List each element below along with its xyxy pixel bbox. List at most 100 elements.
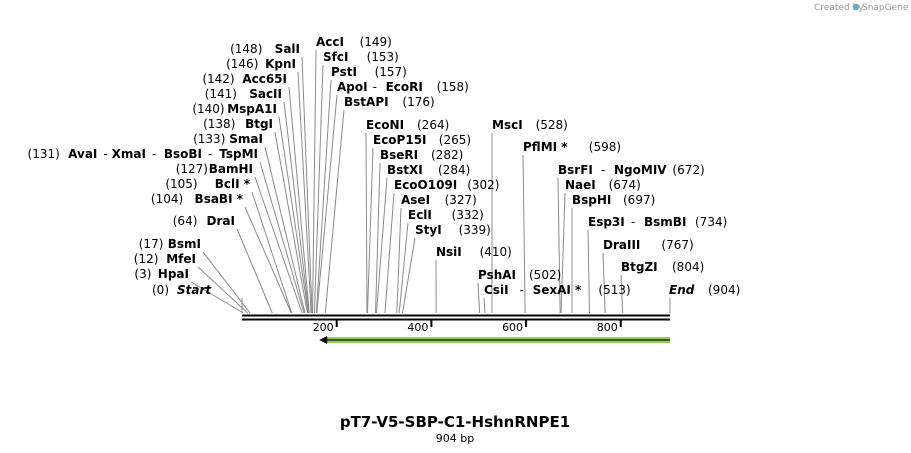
enzyme-name: BspHI bbox=[572, 193, 611, 207]
enzyme-name: BstAPI bbox=[344, 95, 389, 109]
cut-position: (176) bbox=[402, 95, 434, 109]
enzyme-name: BsmI bbox=[168, 237, 201, 251]
name-separator: - bbox=[631, 215, 635, 229]
cut-position: (265) bbox=[439, 133, 471, 147]
cut-position: (339) bbox=[459, 223, 491, 237]
site-acc65i[interactable]: Acc65I (142) bbox=[202, 72, 287, 86]
cut-position: (513) bbox=[598, 283, 630, 297]
site-naei[interactable]: NaeI (674) bbox=[565, 178, 641, 192]
cut-position: (734) bbox=[695, 215, 727, 229]
site-ecli[interactable]: EclI (332) bbox=[408, 208, 484, 222]
leader-line bbox=[312, 49, 317, 314]
leader-line bbox=[278, 116, 309, 314]
leader-line bbox=[560, 192, 566, 314]
enzyme-name: BtgI bbox=[245, 117, 273, 131]
site-psti[interactable]: PstI (157) bbox=[331, 65, 407, 79]
enzyme-name: PshAI bbox=[478, 268, 516, 282]
enzyme-name: EcoRI bbox=[386, 80, 423, 94]
leader-line bbox=[522, 154, 526, 314]
site-hpai[interactable]: HpaI (3) bbox=[134, 267, 189, 281]
leader-line bbox=[259, 161, 305, 314]
enzyme-name: SexAI * bbox=[533, 283, 582, 297]
site-bamhi[interactable]: BamHI(127) bbox=[176, 162, 253, 176]
site-apoi[interactable]: ApoI - EcoRI (158) bbox=[337, 80, 469, 94]
cut-position: (149) bbox=[360, 35, 392, 49]
enzyme-name: NsiI bbox=[436, 245, 462, 259]
leader-line bbox=[587, 229, 591, 314]
enzyme-name: NaeI bbox=[565, 178, 596, 192]
site-ecop15i[interactable]: EcoP15I (265) bbox=[373, 133, 471, 147]
tick-label: 400 bbox=[407, 321, 428, 334]
snapgene-logo-icon bbox=[852, 3, 860, 11]
site-ecoo109i[interactable]: EcoO109I (302) bbox=[394, 178, 499, 192]
site-avai[interactable]: TspMI-BsoBI-XmaI-AvaI(131) bbox=[28, 147, 258, 161]
end-label: End bbox=[669, 283, 695, 297]
site-esp3i[interactable]: Esp3I - BsmBI (734) bbox=[588, 215, 727, 229]
site-acci[interactable]: AccI (149) bbox=[316, 35, 392, 49]
site-btgzi[interactable]: BtgZI (804) bbox=[621, 260, 704, 274]
credit[interactable]: Created by SnapGene bbox=[814, 3, 909, 13]
leader-line bbox=[236, 228, 273, 314]
leader-line bbox=[402, 237, 416, 314]
site-csii[interactable]: CsiI - SexAI * (513) bbox=[484, 283, 631, 297]
site-sacii[interactable]: SacII (141) bbox=[205, 87, 282, 101]
leader-line bbox=[602, 252, 606, 314]
site-econi[interactable]: EcoNI (264) bbox=[366, 118, 449, 132]
leader-line bbox=[477, 282, 481, 314]
site-drai[interactable]: DraI (64) bbox=[173, 214, 235, 228]
site-sfci[interactable]: SfcI (153) bbox=[323, 50, 399, 64]
site-start[interactable]: Start (0) bbox=[152, 283, 212, 297]
site-kpni[interactable]: KpnI (146) bbox=[226, 57, 296, 71]
site-mspa1i[interactable]: MspA1I(140) bbox=[192, 102, 277, 116]
site-bcli[interactable]: BclI * (105) bbox=[165, 177, 250, 191]
leader-line bbox=[274, 131, 308, 314]
cut-position: (502) bbox=[529, 268, 561, 282]
leader-line bbox=[365, 132, 368, 314]
enzyme-name: MscI bbox=[492, 118, 523, 132]
leader-line bbox=[375, 177, 388, 314]
credit-prefix: Created by bbox=[814, 3, 864, 13]
site-btgi[interactable]: BtgI (138) bbox=[203, 117, 273, 131]
cut-position: (146) bbox=[226, 57, 258, 71]
cut-position: (264) bbox=[417, 118, 449, 132]
enzyme-name: SalI bbox=[275, 42, 300, 56]
site-draiii[interactable]: DraIII (767) bbox=[603, 238, 694, 252]
enzyme-name: StyI bbox=[415, 223, 442, 237]
cut-position: (131) bbox=[28, 147, 60, 161]
site-bsmi[interactable]: BsmI (17) bbox=[139, 237, 201, 251]
site-smai[interactable]: SmaI (133) bbox=[193, 132, 263, 146]
enzyme-name: Acc65I bbox=[242, 72, 287, 86]
cut-position: (17) bbox=[139, 237, 164, 251]
enzyme-name: EclI bbox=[408, 208, 432, 222]
cut-position: (528) bbox=[536, 118, 568, 132]
enzyme-name: AccI bbox=[316, 35, 344, 49]
leader-line bbox=[366, 147, 374, 314]
restriction-sites: Start (0) HpaI (3) MfeI (12) BsmI (17) DraI (64) B… bbox=[28, 35, 741, 297]
site-bsphi[interactable]: BspHI (697) bbox=[572, 193, 655, 207]
enzyme-name: EcoO109I bbox=[394, 178, 457, 192]
cut-position: (904) bbox=[708, 283, 740, 297]
leader-line bbox=[398, 222, 409, 314]
cut-position: (153) bbox=[367, 50, 399, 64]
site-msci[interactable]: MscI (528) bbox=[492, 118, 568, 132]
site-bstapi[interactable]: BstAPI (176) bbox=[344, 95, 435, 109]
leader-line bbox=[483, 297, 486, 314]
site-bstxi[interactable]: BstXI (284) bbox=[387, 163, 470, 177]
site-end[interactable]: End (904) bbox=[669, 283, 740, 297]
site-bseri[interactable]: BseRI (282) bbox=[380, 148, 463, 162]
site-bsrfi[interactable]: BsrFI - NgoMIV (672) bbox=[558, 163, 705, 177]
site-styi[interactable]: StyI (339) bbox=[415, 223, 491, 237]
site-pshai[interactable]: PshAI (502) bbox=[478, 268, 561, 282]
site-sali[interactable]: SalI (148) bbox=[230, 42, 300, 56]
cut-position: (64) bbox=[173, 214, 198, 228]
enzyme-name: EcoNI bbox=[366, 118, 404, 132]
site-pflmi[interactable]: PflMI * (598) bbox=[523, 140, 621, 154]
site-asei[interactable]: AseI (327) bbox=[401, 193, 477, 207]
site-mfei[interactable]: MfeI (12) bbox=[134, 252, 196, 266]
enzyme-name: BsoBI bbox=[164, 147, 202, 161]
site-nsii[interactable]: NsiI (410) bbox=[436, 245, 512, 259]
site-bsabi[interactable]: BsaBI * (104) bbox=[151, 192, 244, 206]
enzyme-name: HpaI bbox=[158, 267, 189, 281]
cut-position: (127) bbox=[176, 162, 208, 176]
